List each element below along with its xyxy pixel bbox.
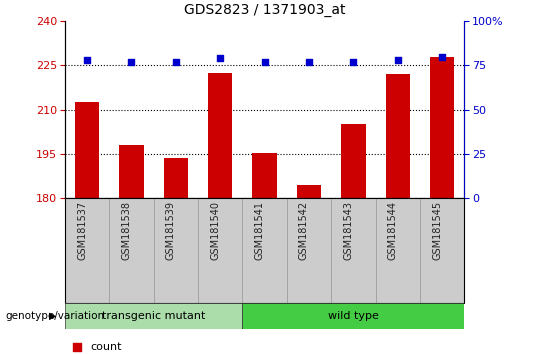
- Bar: [109, 198, 153, 303]
- Bar: [420, 198, 464, 303]
- Point: [127, 59, 136, 65]
- Bar: [252, 153, 277, 198]
- Point: [438, 54, 447, 59]
- Point: [172, 59, 180, 65]
- Text: transgenic mutant: transgenic mutant: [102, 311, 205, 321]
- Bar: [153, 198, 198, 303]
- Bar: [287, 198, 331, 303]
- Bar: [119, 145, 144, 198]
- Point: [369, 65, 378, 71]
- Bar: [242, 198, 287, 303]
- Text: GSM181542: GSM181542: [299, 201, 309, 261]
- Text: GSM181541: GSM181541: [254, 201, 265, 261]
- Point: [349, 59, 357, 65]
- Point: [260, 59, 269, 65]
- Text: GSM181543: GSM181543: [343, 201, 353, 261]
- Bar: [65, 198, 109, 303]
- Text: GSM181545: GSM181545: [432, 201, 442, 261]
- Bar: [208, 73, 232, 198]
- Bar: [164, 159, 188, 198]
- Bar: [75, 102, 99, 198]
- Text: GSM181539: GSM181539: [166, 201, 176, 261]
- Title: GDS2823 / 1371903_at: GDS2823 / 1371903_at: [184, 4, 346, 17]
- Bar: [242, 303, 464, 329]
- Bar: [198, 198, 242, 303]
- Text: genotype/variation: genotype/variation: [5, 311, 105, 321]
- Point: [394, 57, 402, 63]
- Text: GSM181537: GSM181537: [77, 201, 87, 261]
- Bar: [331, 198, 376, 303]
- Point: [83, 57, 91, 63]
- Bar: [430, 57, 454, 198]
- Text: GSM181540: GSM181540: [210, 201, 220, 261]
- Text: GSM181538: GSM181538: [122, 201, 131, 261]
- Point: [369, 278, 378, 283]
- Bar: [65, 303, 242, 329]
- Text: wild type: wild type: [328, 311, 379, 321]
- Text: ▶: ▶: [49, 311, 57, 321]
- Text: GSM181544: GSM181544: [388, 201, 398, 261]
- Bar: [341, 125, 366, 198]
- Bar: [297, 185, 321, 198]
- Bar: [376, 198, 420, 303]
- Point: [216, 56, 225, 61]
- Point: [305, 59, 313, 65]
- Bar: [386, 74, 410, 198]
- Text: count: count: [91, 342, 122, 352]
